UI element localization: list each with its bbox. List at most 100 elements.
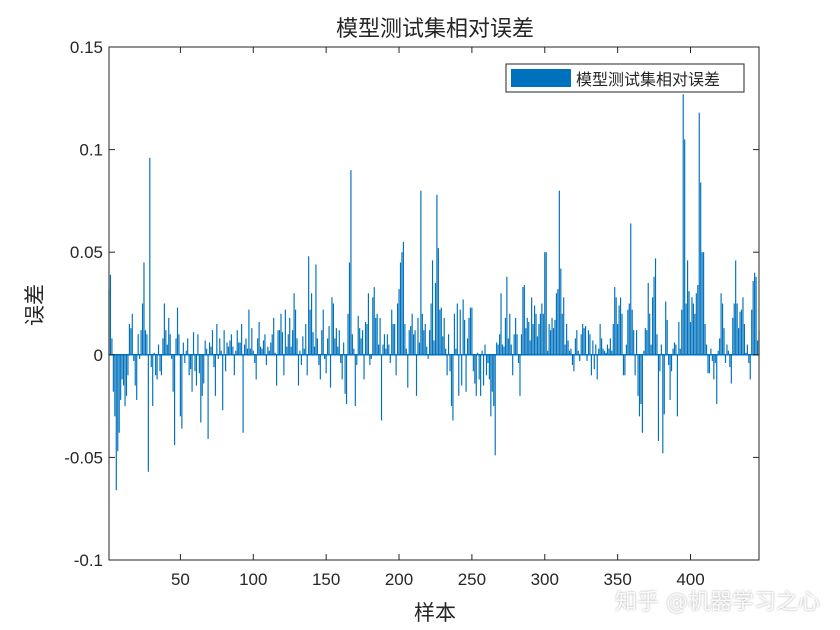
- bar: [601, 338, 603, 355]
- bar: [586, 354, 588, 361]
- bar: [531, 297, 533, 355]
- bar: [125, 354, 128, 396]
- bar: [589, 334, 591, 355]
- bar: [222, 354, 224, 411]
- bar: [630, 223, 632, 355]
- bar: [735, 260, 737, 355]
- bar: [273, 317, 275, 355]
- x-tick-label: 350: [603, 570, 631, 589]
- x-tick-label: 200: [385, 570, 413, 589]
- bar: [249, 348, 251, 355]
- bar: [472, 354, 474, 372]
- bar: [243, 344, 246, 355]
- bar: [340, 354, 342, 364]
- bar: [274, 352, 276, 355]
- bar: [595, 344, 597, 355]
- bar: [462, 299, 464, 355]
- bar: [736, 303, 738, 355]
- bar: [523, 285, 525, 355]
- bar: [461, 354, 463, 386]
- bar: [513, 334, 515, 355]
- bar: [216, 324, 218, 355]
- bar: [376, 313, 378, 355]
- bar: [316, 338, 318, 355]
- bar: [227, 346, 230, 355]
- bar: [225, 354, 227, 372]
- bar: [128, 324, 130, 355]
- bar: [375, 317, 377, 355]
- bar: [662, 354, 664, 454]
- bar: [206, 348, 208, 355]
- bar: [566, 324, 568, 355]
- bar: [453, 313, 455, 355]
- bar: [497, 344, 499, 355]
- bar: [529, 340, 531, 355]
- bar: [118, 354, 120, 433]
- bar: [379, 317, 381, 355]
- bar: [520, 334, 523, 355]
- bar: [643, 350, 645, 355]
- bar: [313, 346, 316, 355]
- bar: [239, 342, 241, 355]
- bar: [646, 330, 648, 355]
- bar: [545, 252, 547, 355]
- bar: [350, 170, 352, 355]
- bar: [255, 354, 257, 380]
- bar: [500, 293, 502, 355]
- bar: [324, 354, 326, 359]
- bar: [171, 354, 173, 359]
- bar: [711, 354, 713, 361]
- bar: [570, 348, 572, 355]
- y-tick-label: 0.1: [79, 141, 103, 160]
- bar: [653, 276, 655, 355]
- bar: [391, 309, 393, 355]
- bar: [685, 303, 687, 355]
- bar: [348, 262, 351, 355]
- bar: [637, 354, 639, 396]
- bar: [168, 317, 170, 355]
- y-axis-label: 误差: [23, 284, 47, 326]
- bar: [673, 342, 676, 355]
- bar: [445, 348, 447, 355]
- bar: [322, 309, 324, 355]
- bar: [654, 258, 657, 355]
- bar: [583, 328, 585, 355]
- y-axis: 0.15 0.1 0.05 0 -0.05 -0.1: [64, 38, 759, 570]
- bar: [385, 348, 387, 355]
- bar: [131, 313, 133, 355]
- bar: [370, 354, 372, 359]
- bar: [431, 260, 434, 355]
- bar: [634, 354, 636, 376]
- bar: [420, 190, 422, 355]
- bar: [236, 330, 238, 355]
- bar: [252, 350, 254, 355]
- bar: [617, 324, 619, 355]
- bar: [564, 344, 566, 355]
- bar: [688, 291, 690, 355]
- bar: [187, 338, 189, 355]
- bar: [681, 309, 683, 355]
- bar: [755, 276, 757, 355]
- bar: [284, 309, 286, 355]
- bar: [195, 354, 198, 386]
- bar: [210, 346, 212, 355]
- bar: [512, 354, 514, 376]
- bar: [689, 321, 692, 355]
- bar: [315, 264, 317, 355]
- bar: [599, 324, 601, 355]
- bar: [174, 354, 176, 446]
- bar: [440, 307, 442, 355]
- bar: [573, 354, 575, 372]
- bar: [112, 354, 114, 392]
- bar: [450, 354, 453, 407]
- bar: [675, 344, 677, 355]
- bar: [547, 350, 549, 355]
- x-axis-label: 样本: [414, 601, 456, 625]
- bar: [641, 354, 643, 433]
- bar: [296, 338, 298, 355]
- bar: [287, 334, 289, 355]
- bar: [335, 328, 337, 355]
- bar: [292, 330, 294, 355]
- bar: [203, 354, 205, 384]
- bar: [544, 252, 546, 355]
